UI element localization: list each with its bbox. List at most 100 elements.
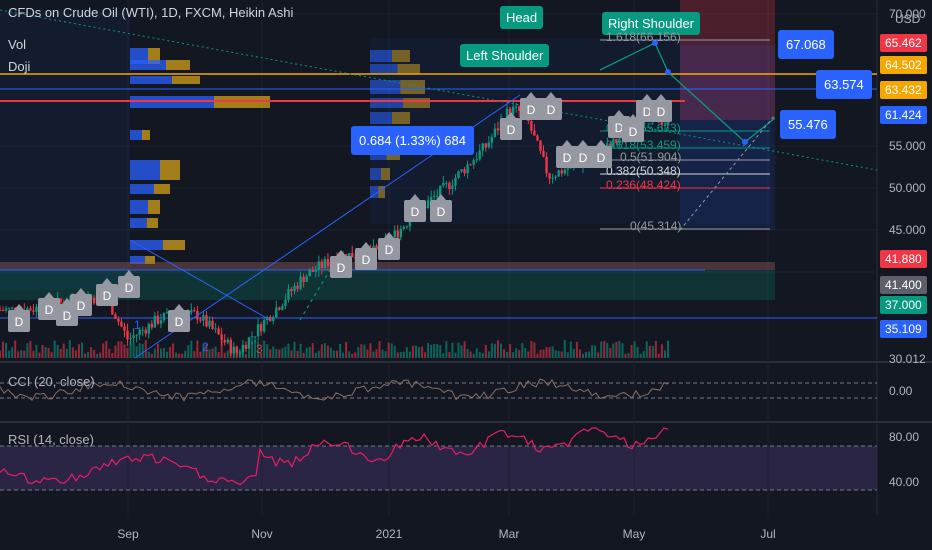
vp-bar-sell bbox=[392, 50, 410, 62]
volume-bar bbox=[144, 340, 147, 358]
volume-bar bbox=[62, 343, 65, 358]
volume-bar bbox=[14, 340, 17, 358]
time-tick: Jul bbox=[760, 527, 775, 541]
volume-bar bbox=[287, 343, 290, 358]
volume-bar bbox=[475, 348, 478, 358]
volume-bar bbox=[226, 350, 229, 358]
time-tick: 2021 bbox=[376, 527, 403, 541]
vp-bar-sell bbox=[166, 60, 190, 70]
candle-body bbox=[533, 130, 536, 136]
candle-body bbox=[612, 138, 615, 147]
volume-bar bbox=[56, 345, 59, 358]
doji-marker[interactable]: D bbox=[500, 112, 522, 140]
volume-bars bbox=[0, 340, 669, 358]
volume-bar bbox=[308, 347, 311, 358]
vp-bar-buy bbox=[370, 50, 392, 62]
candle-body bbox=[250, 336, 254, 338]
vp-bar-sell bbox=[386, 150, 400, 160]
candle-body bbox=[217, 328, 220, 335]
doji-marker[interactable]: D bbox=[38, 292, 60, 320]
doji-marker[interactable]: D bbox=[430, 194, 452, 222]
candle-body bbox=[514, 106, 518, 108]
doji-marker[interactable]: D bbox=[118, 270, 140, 298]
doji-marker[interactable]: D bbox=[70, 288, 92, 316]
doji-marker[interactable]: D bbox=[8, 304, 30, 332]
volume-bar bbox=[199, 351, 202, 358]
volume-bar bbox=[427, 342, 430, 358]
doji-marker[interactable]: D bbox=[355, 242, 377, 270]
projection-line bbox=[679, 114, 776, 231]
doji-marker[interactable]: D bbox=[590, 140, 612, 168]
volume-bar bbox=[159, 348, 162, 358]
volume-bar bbox=[90, 347, 93, 358]
candle-body bbox=[150, 323, 154, 328]
rsi-tick: 40.00 bbox=[889, 475, 919, 489]
volume-bar bbox=[539, 349, 542, 358]
candle-body bbox=[126, 330, 129, 340]
doji-marker[interactable]: D bbox=[378, 232, 400, 260]
volume-bar bbox=[384, 351, 387, 358]
candle-body bbox=[317, 261, 321, 271]
vp-bar-sell bbox=[146, 218, 158, 228]
volume-bar bbox=[275, 349, 278, 358]
candle-body bbox=[259, 324, 263, 332]
candle-body bbox=[475, 159, 478, 161]
candle-body bbox=[530, 120, 533, 131]
volume-bar bbox=[205, 344, 208, 358]
candle-body bbox=[162, 313, 166, 321]
doji-marker[interactable]: D bbox=[404, 194, 426, 222]
volume-bar bbox=[320, 344, 323, 358]
rsi-title[interactable]: RSI (14, close) bbox=[8, 432, 94, 447]
volume-bar bbox=[17, 351, 20, 358]
volume-bar bbox=[123, 344, 126, 358]
vp-bar-buy bbox=[130, 256, 145, 264]
candle-body bbox=[609, 143, 612, 147]
indicator-vol-label[interactable]: Vol bbox=[8, 37, 27, 52]
volume-bar bbox=[545, 347, 548, 358]
doji-marker[interactable]: D bbox=[650, 94, 672, 122]
candle-body bbox=[493, 128, 497, 137]
volume-bar bbox=[272, 346, 275, 358]
price-tick: 45.000 bbox=[889, 223, 926, 237]
volume-bar bbox=[657, 353, 660, 358]
doji-marker[interactable]: D bbox=[540, 92, 562, 120]
cci-title[interactable]: CCI (20, close) bbox=[8, 374, 95, 389]
candle-body bbox=[402, 226, 406, 229]
vp-bar-sell bbox=[142, 130, 150, 140]
price-callout-2: 63.574 bbox=[816, 70, 872, 99]
volume-bar bbox=[533, 342, 536, 358]
volume-bar bbox=[326, 345, 329, 358]
volume-bar bbox=[169, 346, 172, 358]
candle-body bbox=[666, 120, 670, 125]
vp-bar-sell bbox=[400, 80, 425, 94]
candle-body bbox=[429, 196, 433, 201]
chart-title: CFDs on Crude Oil (WTI), 1D, FXCM, Heiki… bbox=[8, 5, 294, 20]
doji-marker[interactable]: D bbox=[572, 140, 594, 168]
candle-body bbox=[211, 320, 214, 329]
volume-bar bbox=[50, 352, 53, 358]
candle-body bbox=[375, 245, 378, 250]
target-zone-blue bbox=[680, 45, 775, 230]
vp-bar-sell bbox=[381, 168, 390, 180]
volume-bar bbox=[478, 351, 481, 358]
volume-bar bbox=[244, 353, 247, 358]
volume-bar bbox=[405, 347, 408, 358]
volume-bar bbox=[96, 353, 99, 358]
volume-bar bbox=[181, 353, 184, 358]
indicator-doji-label[interactable]: Doji bbox=[8, 59, 31, 74]
volume-bar bbox=[393, 345, 396, 358]
doji-marker[interactable]: D bbox=[330, 250, 352, 278]
price-label: 35.109 bbox=[880, 320, 927, 338]
candle-body bbox=[399, 228, 402, 238]
right-shoulder-label: Right Shoulder bbox=[602, 12, 700, 35]
fib-label: 1.618(66.156) bbox=[606, 30, 681, 44]
doji-marker[interactable]: D bbox=[168, 304, 190, 332]
volume-bar bbox=[390, 343, 393, 358]
volume-bar bbox=[633, 341, 636, 358]
candle-body bbox=[1, 309, 5, 311]
doji-marker[interactable]: D bbox=[96, 278, 118, 306]
doji-marker[interactable]: D bbox=[520, 92, 542, 120]
doji-marker[interactable]: D bbox=[622, 114, 644, 142]
volume-bar bbox=[47, 347, 50, 358]
